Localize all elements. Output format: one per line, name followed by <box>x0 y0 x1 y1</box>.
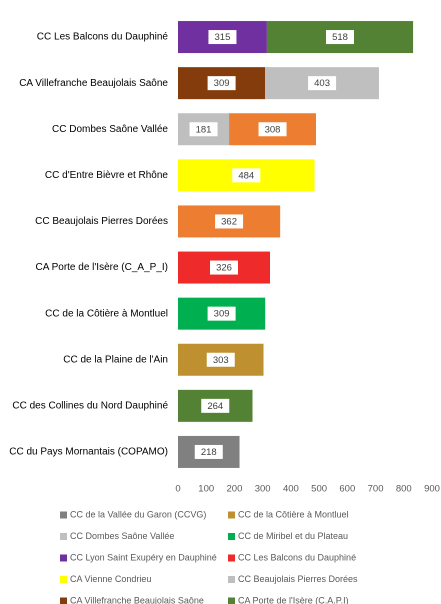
x-tick-label: 0 <box>175 484 180 495</box>
value-label: 218 <box>201 447 217 458</box>
value-label-box <box>325 30 354 45</box>
legend-label: CC de la Côtière à Montluel <box>238 509 349 519</box>
value-label-box <box>215 214 244 229</box>
value-label-box <box>207 306 236 321</box>
category-label: CC du Pays Mornantais (COPAMO) <box>9 447 168 458</box>
x-tick-label: 800 <box>396 484 412 495</box>
value-label-box <box>232 168 261 183</box>
value-label: 264 <box>207 401 223 412</box>
legend-label: CC Dombes Saône Vallée <box>70 531 174 541</box>
value-label-box <box>207 76 236 91</box>
category-label: CC Les Balcons du Dauphiné <box>37 32 169 43</box>
value-label: 403 <box>314 78 330 89</box>
value-label-box <box>258 122 287 137</box>
x-tick-label: 100 <box>198 484 214 495</box>
value-label: 181 <box>196 124 212 135</box>
x-tick-label: 600 <box>339 484 355 495</box>
value-label: 308 <box>265 124 281 135</box>
value-label-box <box>208 30 237 45</box>
value-label-box <box>210 260 239 275</box>
value-label: 326 <box>216 263 232 274</box>
legend-label: CA Porte de l'Isère (C.A.P.I) <box>238 595 349 604</box>
category-label: CC Beaujolais Pierres Dorées <box>35 216 168 227</box>
value-label: 309 <box>214 78 230 89</box>
legend-swatch <box>228 511 235 519</box>
category-label: CA Villefranche Beaujolais Saône <box>19 78 168 89</box>
category-label: CC des Collines du Nord Dauphiné <box>12 400 168 411</box>
legend-swatch <box>228 576 235 583</box>
x-tick-label: 900 <box>424 484 440 495</box>
legend-swatch <box>228 533 235 540</box>
category-label: CA Porte de l'Isère (C_A_P_I) <box>35 262 168 273</box>
x-tick-label: 500 <box>311 484 327 495</box>
value-label: 315 <box>215 32 231 43</box>
value-label-box <box>189 122 218 137</box>
legend-label: CA Vienne Condrieu <box>70 574 151 584</box>
legend-label: CC de la Vallée du Garon (CCVG) <box>70 509 206 519</box>
category-label: CC de la Plaine de l'Ain <box>63 354 168 365</box>
legend-label: CC Les Balcons du Dauphiné <box>238 552 356 562</box>
legend-swatch <box>228 554 235 562</box>
legend-label: CC de Miribel et du Plateau <box>238 531 348 541</box>
value-label: 303 <box>213 355 229 366</box>
x-tick-label: 200 <box>227 484 243 495</box>
x-tick-label: 700 <box>368 484 384 495</box>
legend-label: CC Beaujolais Pierres Dorées <box>238 574 358 584</box>
legend-swatch <box>60 511 67 519</box>
x-tick-label: 400 <box>283 484 299 495</box>
category-label: CC d'Entre Bièvre et Rhône <box>45 170 169 181</box>
category-label: CC Dombes Saône Vallée <box>52 124 168 135</box>
legend-swatch <box>60 597 67 604</box>
value-label-box <box>194 444 223 459</box>
x-tick-label: 300 <box>255 484 271 495</box>
value-label: 309 <box>214 309 230 320</box>
category-label: CC de la Côtière à Montluel <box>45 308 168 319</box>
legend-swatch <box>60 576 67 583</box>
legend-label: CA Villefranche Beaujolais Saône <box>70 595 204 604</box>
value-label-box <box>201 398 230 413</box>
legend-label: CC Lyon Saint Exupéry en Dauphiné <box>70 552 217 562</box>
value-label-box <box>206 352 235 367</box>
value-label: 362 <box>221 216 237 227</box>
legend-swatch <box>228 597 235 604</box>
value-label: 518 <box>332 32 348 43</box>
value-label: 484 <box>238 170 254 181</box>
legend-swatch <box>60 554 67 562</box>
value-label-box <box>308 76 337 91</box>
legend-swatch <box>60 533 67 540</box>
